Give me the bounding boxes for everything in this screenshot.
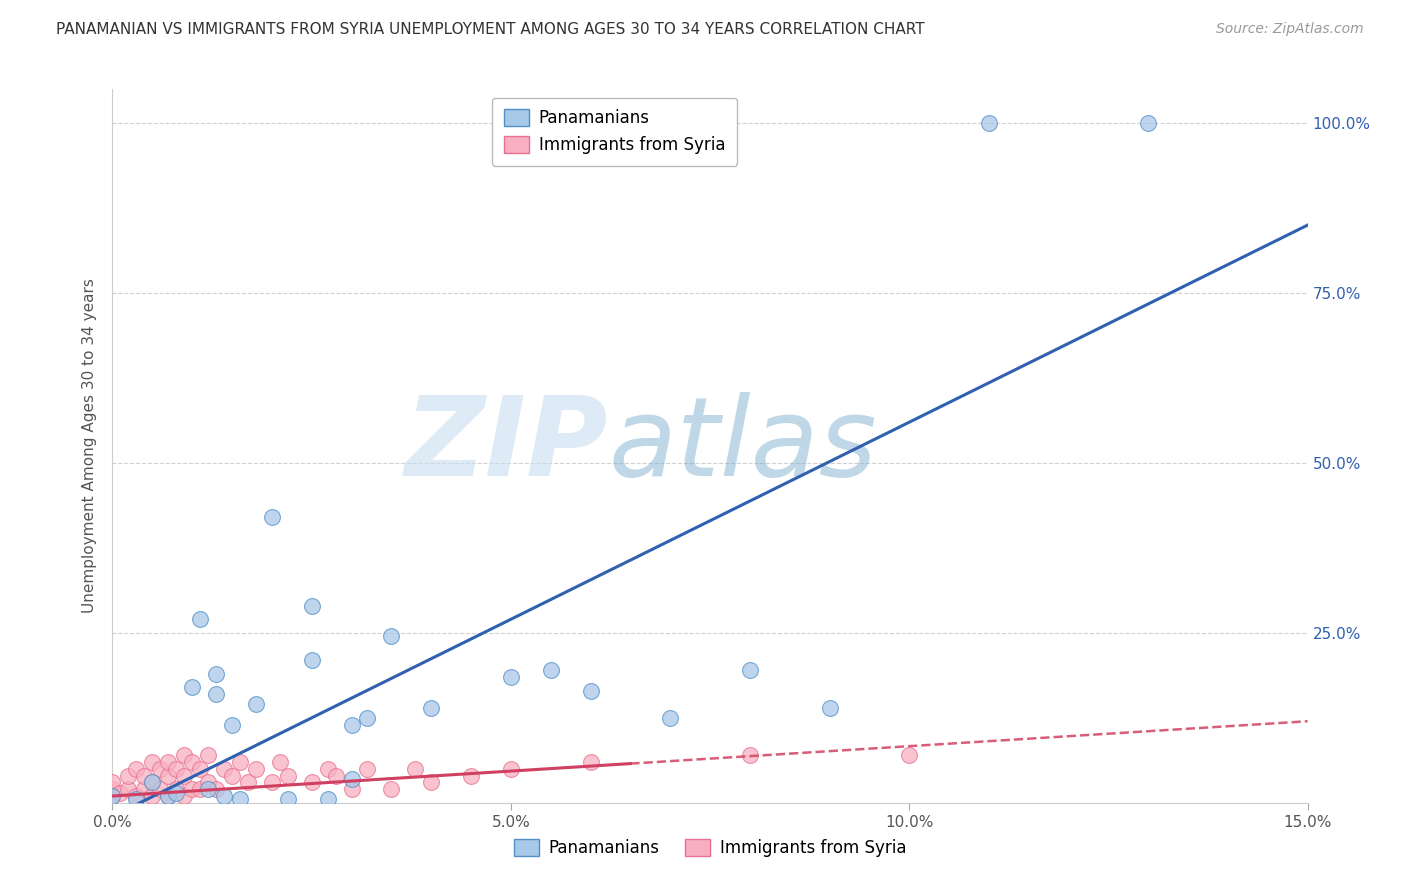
Point <box>134 782 156 797</box>
Point <box>221 717 243 731</box>
Point <box>579 683 602 698</box>
Point <box>340 782 363 797</box>
Point <box>197 775 219 789</box>
Point <box>898 748 921 763</box>
Point <box>316 762 339 776</box>
Point <box>141 775 163 789</box>
Legend: Panamanians, Immigrants from Syria: Panamanians, Immigrants from Syria <box>505 831 915 866</box>
Point <box>110 786 132 800</box>
Point <box>221 769 243 783</box>
Point <box>404 762 426 776</box>
Point <box>229 755 252 769</box>
Point <box>301 599 323 613</box>
Point <box>101 782 124 797</box>
Point <box>197 748 219 763</box>
Point <box>165 786 187 800</box>
Point <box>236 775 259 789</box>
Point <box>125 789 148 803</box>
Point <box>173 789 195 803</box>
Point <box>134 769 156 783</box>
Point <box>157 755 180 769</box>
Point <box>205 782 228 797</box>
Point <box>245 698 267 712</box>
Point <box>212 762 235 776</box>
Point <box>460 769 482 783</box>
Text: PANAMANIAN VS IMMIGRANTS FROM SYRIA UNEMPLOYMENT AMONG AGES 30 TO 34 YEARS CORRE: PANAMANIAN VS IMMIGRANTS FROM SYRIA UNEM… <box>56 22 925 37</box>
Point <box>173 769 195 783</box>
Point <box>149 782 172 797</box>
Point <box>125 762 148 776</box>
Point <box>212 789 235 803</box>
Point <box>149 762 172 776</box>
Point <box>141 755 163 769</box>
Point <box>157 789 180 803</box>
Point <box>977 116 1000 130</box>
Point <box>499 762 522 776</box>
Point <box>420 775 443 789</box>
Point <box>117 769 139 783</box>
Point <box>101 789 124 803</box>
Point <box>818 700 841 714</box>
Point <box>157 789 180 803</box>
Point <box>165 782 187 797</box>
Point <box>579 755 602 769</box>
Point <box>499 670 522 684</box>
Point <box>181 782 204 797</box>
Point <box>380 629 402 643</box>
Point <box>141 775 163 789</box>
Point <box>659 711 682 725</box>
Y-axis label: Unemployment Among Ages 30 to 34 years: Unemployment Among Ages 30 to 34 years <box>82 278 97 614</box>
Point <box>340 772 363 786</box>
Text: R = 0.177   N = 51: R = 0.177 N = 51 <box>537 153 717 171</box>
Point <box>141 789 163 803</box>
Point <box>173 748 195 763</box>
Point <box>260 775 283 789</box>
Point <box>356 711 378 725</box>
Point <box>188 612 211 626</box>
Point <box>277 792 299 806</box>
Point <box>205 666 228 681</box>
Point <box>325 769 347 783</box>
Point <box>101 775 124 789</box>
Point <box>316 792 339 806</box>
Text: atlas: atlas <box>609 392 877 500</box>
Text: ZIP: ZIP <box>405 392 609 500</box>
Point <box>165 762 187 776</box>
Point <box>117 782 139 797</box>
Point <box>301 653 323 667</box>
Point <box>269 755 291 769</box>
Point <box>205 687 228 701</box>
Point <box>738 748 761 763</box>
Point <box>229 792 252 806</box>
Point <box>260 510 283 524</box>
Point <box>125 792 148 806</box>
Text: R = 0.773   N = 32: R = 0.773 N = 32 <box>537 121 717 139</box>
Point <box>380 782 402 797</box>
Point <box>197 782 219 797</box>
Text: Source: ZipAtlas.com: Source: ZipAtlas.com <box>1216 22 1364 37</box>
Point <box>245 762 267 776</box>
Point <box>181 680 204 694</box>
Point <box>540 663 562 677</box>
Point <box>188 782 211 797</box>
Point <box>356 762 378 776</box>
Point <box>1137 116 1160 130</box>
Point <box>301 775 323 789</box>
Point <box>340 717 363 731</box>
Point <box>420 700 443 714</box>
Point <box>277 769 299 783</box>
Point <box>181 755 204 769</box>
Point <box>188 762 211 776</box>
Point <box>157 769 180 783</box>
Point <box>738 663 761 677</box>
Point <box>101 789 124 803</box>
